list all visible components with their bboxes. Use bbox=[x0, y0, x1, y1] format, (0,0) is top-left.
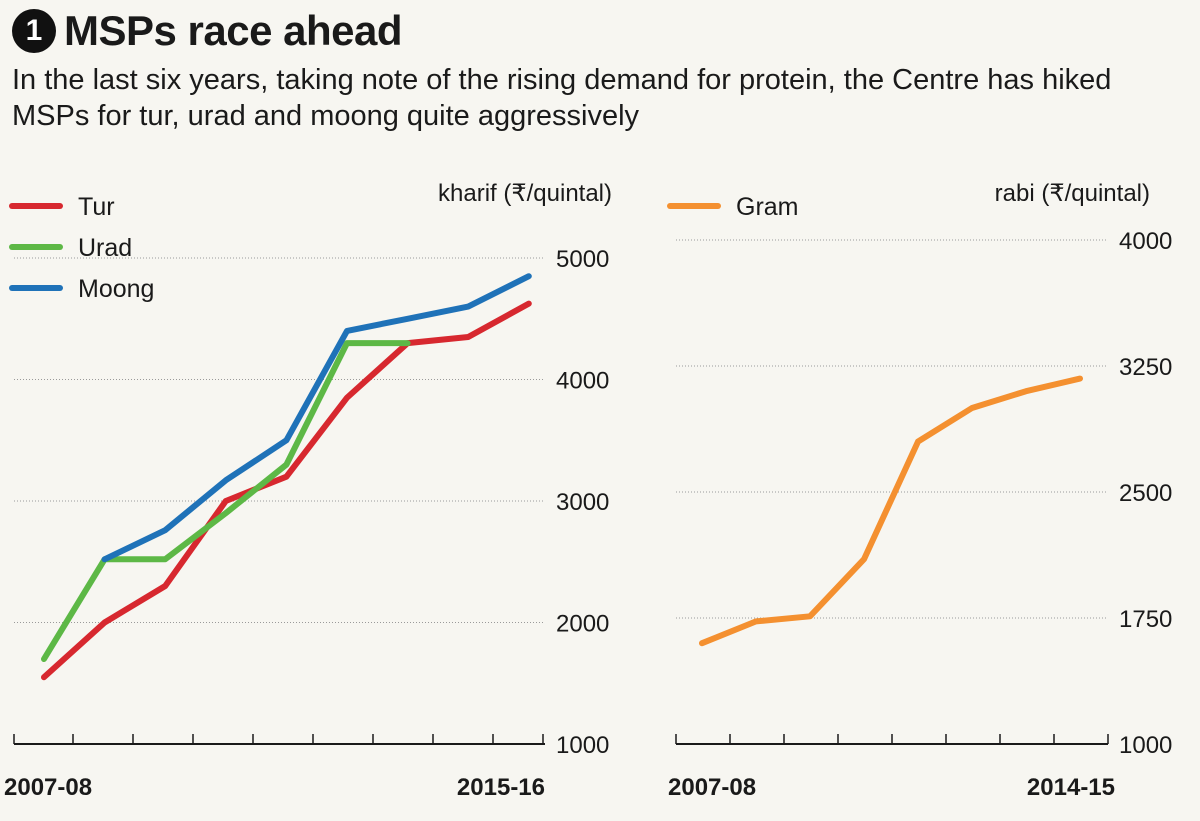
y-tick-label: 4000 bbox=[1119, 228, 1172, 255]
y-tick-label: 2500 bbox=[1119, 480, 1172, 507]
unit-label: kharif (₹/quintal) bbox=[438, 180, 612, 207]
y-tick-label: 3250 bbox=[1119, 354, 1172, 381]
y-tick-label: 2000 bbox=[556, 611, 609, 638]
x-label-first: 2007-08 bbox=[668, 774, 756, 801]
series-line-gram bbox=[699, 375, 1083, 647]
y-tick-label: 5000 bbox=[556, 246, 609, 273]
x-label-first: 2007-08 bbox=[4, 774, 92, 801]
legend-label-urad: Urad bbox=[78, 234, 132, 262]
y-tick-label: 3000 bbox=[556, 489, 609, 516]
chart-title: MSPs race ahead bbox=[64, 7, 403, 54]
chart-number-badge: 1 bbox=[12, 9, 56, 53]
legend-label-gram: Gram bbox=[736, 193, 799, 221]
chart-header: 1 MSPs race ahead In the last six years,… bbox=[12, 4, 1192, 134]
y-tick-label: 4000 bbox=[556, 368, 609, 395]
x-label-last: 2015-16 bbox=[457, 774, 545, 801]
chart-subtitle: In the last six years, taking note of th… bbox=[12, 64, 1112, 132]
y-tick-label: 1750 bbox=[1119, 606, 1172, 633]
series-line-tur bbox=[41, 300, 532, 681]
unit-label: rabi (₹/quintal) bbox=[995, 180, 1150, 207]
legend-label-tur: Tur bbox=[78, 193, 115, 221]
title-row: 1 MSPs race ahead bbox=[12, 4, 1192, 58]
y-tick-label: 1000 bbox=[1119, 732, 1172, 759]
legend-label-moong: Moong bbox=[78, 275, 154, 303]
x-label-last: 2014-15 bbox=[1027, 774, 1115, 801]
y-tick-label: 1000 bbox=[556, 732, 609, 759]
series-line-moong bbox=[101, 273, 532, 563]
